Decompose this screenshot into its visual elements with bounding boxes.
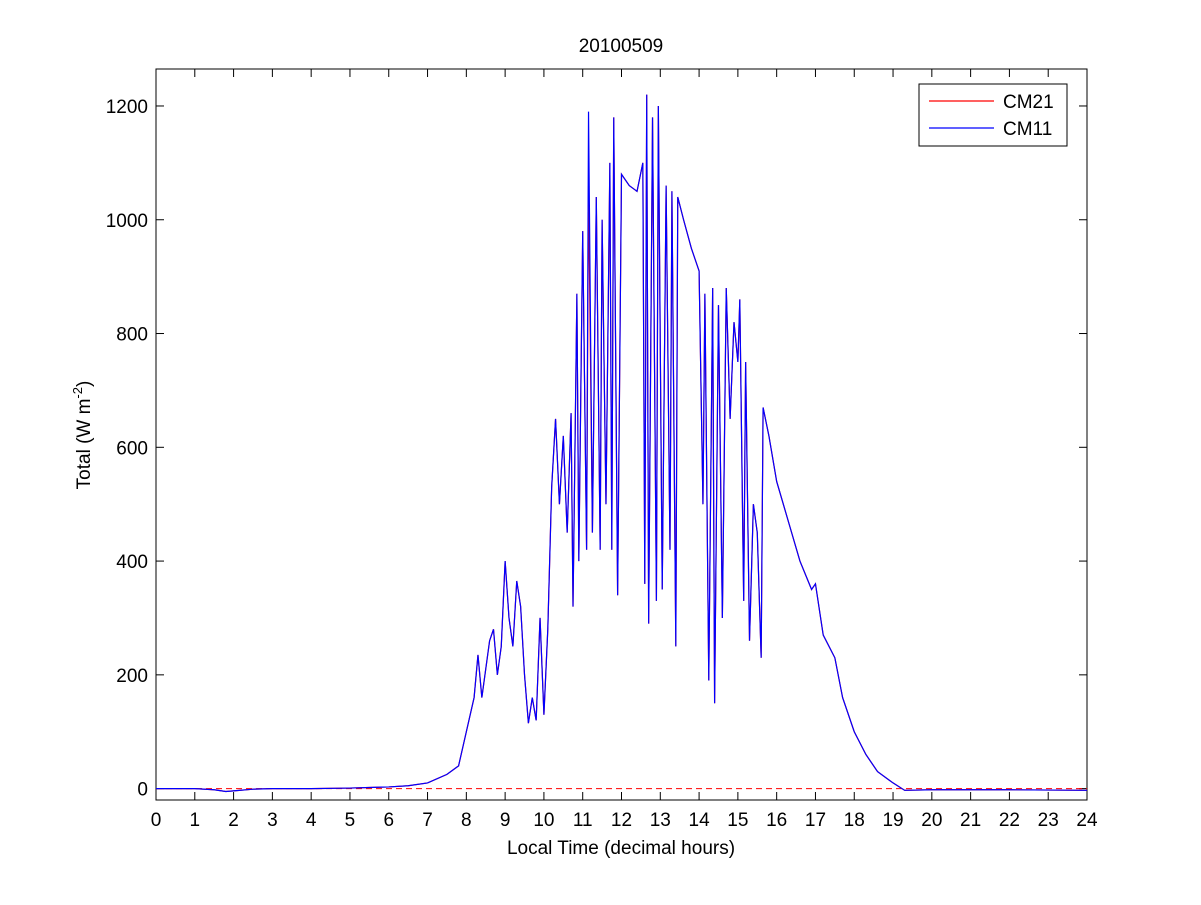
x-tick-label: 8 [461, 810, 472, 831]
x-tick-label: 20 [921, 810, 942, 831]
x-tick-label: 0 [151, 810, 162, 831]
x-tick-label: 14 [689, 810, 711, 831]
legend-label: CM21 [1003, 92, 1054, 113]
x-tick-label: 16 [766, 810, 787, 831]
y-tick-label: 800 [116, 325, 148, 346]
y-tick-label: 1000 [106, 211, 148, 232]
y-tick-label: 200 [116, 666, 148, 687]
chart-title: 20100509 [579, 36, 664, 57]
x-tick-label: 3 [267, 810, 278, 831]
x-tick-label: 11 [573, 810, 593, 831]
x-tick-label: 9 [500, 810, 511, 831]
x-tick-label: 17 [805, 810, 826, 831]
x-tick-label: 24 [1076, 810, 1098, 831]
x-tick-label: 10 [533, 810, 554, 831]
y-label-end: ) [74, 381, 95, 387]
y-tick-label: 0 [137, 780, 148, 801]
legend-label: CM11 [1003, 119, 1052, 140]
x-tick-label: 2 [228, 810, 239, 831]
x-tick-label: 23 [1038, 810, 1059, 831]
x-tick-label: 15 [727, 810, 748, 831]
x-tick-label: 21 [960, 810, 981, 831]
y-tick-label: 400 [116, 552, 148, 573]
x-tick-label: 18 [844, 810, 865, 831]
x-tick-label: 4 [306, 810, 317, 831]
data-line [156, 94, 1088, 793]
y-tick-label: 600 [116, 438, 148, 459]
x-axis-label: Local Time (decimal hours) [507, 838, 735, 859]
x-tick-label: 6 [383, 810, 394, 831]
y-label-main: Total (W m [74, 399, 95, 490]
y-label-sup: -2 [70, 387, 85, 399]
x-tick-label: 22 [999, 810, 1020, 831]
y-axis-label: Total (W m-2) [70, 381, 95, 490]
x-tick-label: 13 [650, 810, 671, 831]
x-tick-label: 19 [882, 810, 903, 831]
x-tick-label: 1 [190, 810, 201, 831]
x-tick-label: 5 [345, 810, 356, 831]
x-tick-label: 7 [422, 810, 433, 831]
legend-box [918, 83, 1068, 147]
y-tick-label: 1200 [106, 97, 148, 118]
x-tick-label: 12 [611, 810, 632, 831]
